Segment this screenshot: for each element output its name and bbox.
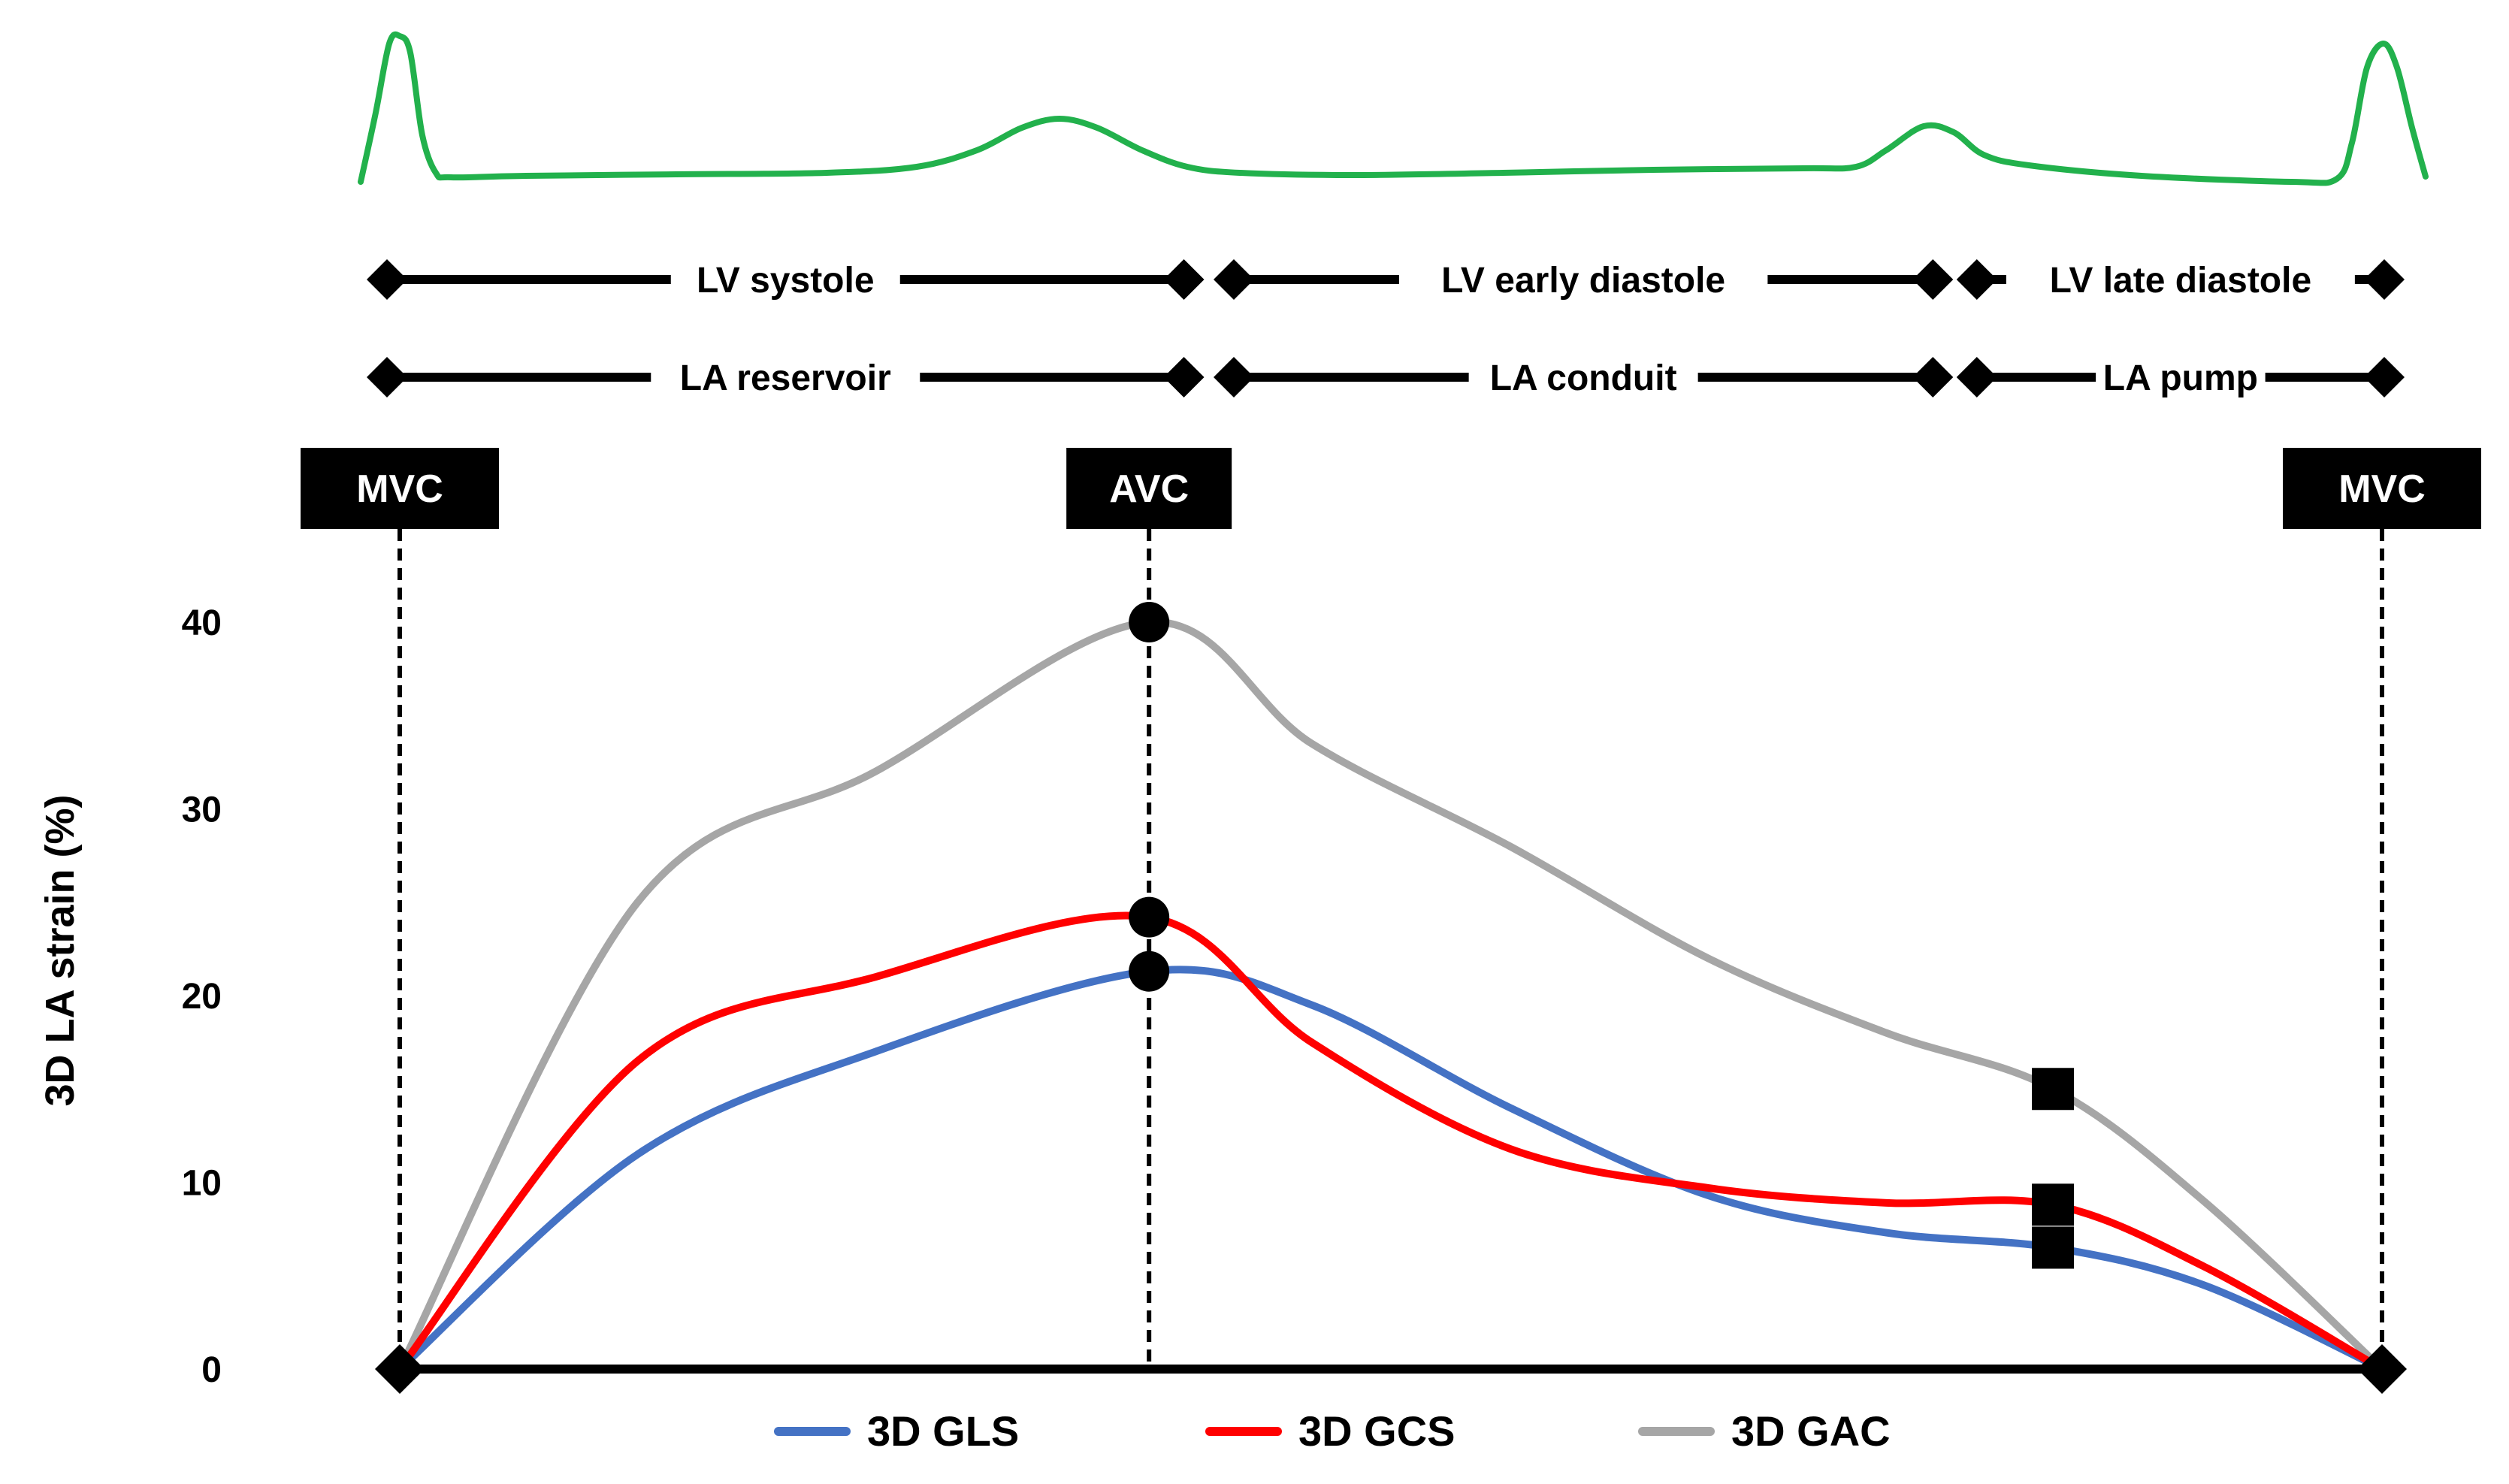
- ecg-trace: [358, 31, 2429, 186]
- y-tick-label-0: 0: [201, 1350, 222, 1390]
- legend: 3D GLS 3D GCS 3D GAC: [774, 1407, 1891, 1455]
- la-phase-label-2: LA pump: [2103, 358, 2258, 398]
- series-line-3d-gls: [396, 966, 2386, 1373]
- series-line-3d-gac: [396, 618, 2386, 1373]
- origin-diamond-end: [2357, 1344, 2407, 1394]
- y-axis-title: 3D LA strain (%): [38, 794, 83, 1106]
- event-label-mvc-end: MVC: [2338, 467, 2426, 511]
- la-phase-diamond-start-0: [367, 357, 407, 397]
- peak-marker-3d-gls: [1129, 951, 1170, 992]
- y-tick-label-40: 40: [182, 603, 222, 643]
- peak-marker-3d-gac: [1129, 602, 1170, 642]
- y-tick-label-10: 10: [182, 1164, 222, 1204]
- event-box-mvc-start: [301, 448, 499, 529]
- la-phase-diamond-end-2: [2364, 357, 2405, 397]
- lv-phase-diamond-end-2: [2364, 259, 2405, 300]
- lv-phase-label-1: LV early diastole: [1441, 261, 1725, 301]
- lv-phase-diamond-start-2: [1956, 259, 1997, 300]
- series-layer: [375, 602, 2407, 1394]
- peak-marker-3d-gcs: [1129, 896, 1170, 938]
- lv-phase-diamond-start-0: [367, 259, 407, 300]
- legend-label-3d-gac: 3D GAC: [1731, 1407, 1891, 1455]
- la-phase-diamond-end-1: [1912, 357, 1954, 397]
- pump-marker-3d-gcs: [2032, 1183, 2075, 1226]
- event-label-mvc-start: MVC: [356, 467, 443, 511]
- y-tick-label-30: 30: [182, 790, 222, 830]
- series-line-3d-gcs: [396, 911, 2386, 1373]
- event-label-avc: AVC: [1109, 467, 1189, 511]
- axis-layer: 0 10 20 30 40 3D LA strain (%): [38, 603, 2382, 1390]
- lv-phase-diamond-end-1: [1912, 259, 1954, 300]
- la-phase-diamond-start-1: [1213, 357, 1254, 397]
- pump-marker-3d-gac: [2032, 1068, 2075, 1111]
- lv-phase-label-0: LV systole: [697, 261, 875, 301]
- pump-marker-3d-gls: [2032, 1226, 2075, 1269]
- event-box-mvc-end: [2283, 448, 2481, 529]
- origin-diamond-start: [375, 1344, 425, 1394]
- la-phase-diamond-start-2: [1956, 357, 1997, 397]
- phase-bars-layer: LV systole LV early diastole LV late diast…: [367, 259, 2405, 398]
- event-box-avc: [1066, 448, 1232, 529]
- lv-phase-label-2: LV late diastole: [2050, 261, 2312, 301]
- legend-label-3d-gcs: 3D GCS: [1298, 1407, 1456, 1455]
- event-markers-layer: MVC AVC MVC: [301, 448, 2481, 1369]
- lv-phase-diamond-start-1: [1213, 259, 1254, 300]
- la-phase-label-0: LA reservoir: [680, 358, 891, 398]
- lv-phase-diamond-end-0: [1163, 259, 1205, 300]
- la-phase-label-1: LA conduit: [1490, 358, 1677, 398]
- la-phase-diamond-end-0: [1163, 357, 1205, 397]
- ecg-trace-layer: [358, 31, 2429, 186]
- y-tick-label-20: 20: [182, 977, 222, 1017]
- legend-label-3d-gls: 3D GLS: [867, 1407, 1019, 1455]
